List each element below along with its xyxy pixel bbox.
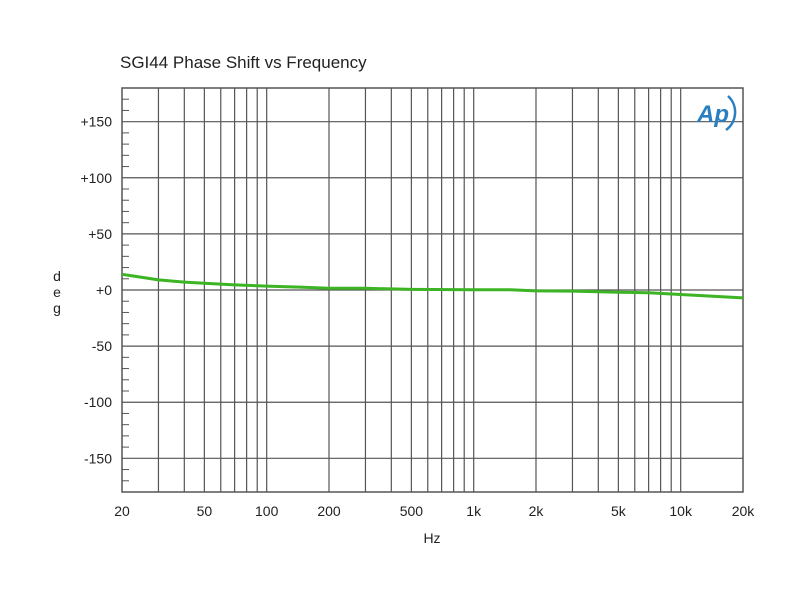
y-tick-label: -100 [84,394,112,410]
y-axis-label-char: g [53,300,61,316]
y-tick-label: +50 [88,226,112,242]
x-tick-label: 20k [732,503,756,519]
x-tick-label: 10k [669,503,693,519]
x-tick-label: 100 [255,503,279,519]
y-tick-label: +150 [80,114,112,130]
y-axis-label-char: d [53,268,61,284]
x-tick-label: 5k [611,503,627,519]
x-tick-label: 500 [400,503,424,519]
x-axis-label: Hz [423,530,440,546]
y-tick-label: -50 [92,338,112,354]
x-tick-label: 50 [197,503,213,519]
x-tick-label: 20 [114,503,130,519]
x-tick-label: 2k [529,503,545,519]
x-tick-label: 200 [317,503,341,519]
y-axis-label: deg [53,268,61,316]
x-tick-label: 1k [466,503,482,519]
y-tick-label: +0 [96,282,112,298]
y-tick-label: -150 [84,450,112,466]
y-axis-label-char: e [53,284,61,300]
series-line-phase [121,272,744,300]
svg-text:Ap: Ap [696,101,729,128]
chart-title: SGI44 Phase Shift vs Frequency [120,53,367,72]
ap-logo: Ap [696,95,737,132]
y-tick-label: +100 [80,170,112,186]
